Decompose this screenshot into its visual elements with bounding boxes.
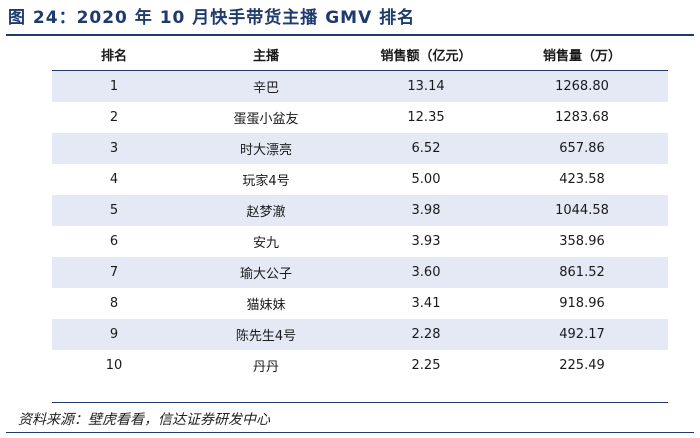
cell-sales-amount: 6.52 [411,141,441,156]
cell-streamer: 辛巴 [252,81,279,96]
table-row: 5 赵梦澈 3.98 1044.58 [52,195,668,226]
source-note: 资料来源：壁虎看看，信达证券研发中心 [18,412,270,428]
table-row: 2 蛋蛋小盆友 12.35 1283.68 [52,102,668,133]
cell-rank: 4 [109,172,119,187]
cell-sales-amount: 3.93 [411,234,441,249]
cell-sales-volume: 225.49 [559,358,605,373]
table-row: 9 陈先生4号 2.28 492.17 [52,319,668,350]
cell-streamer: 赵梦澈 [246,205,286,220]
table-row: 7 瑜大公子 3.60 861.52 [52,257,668,288]
table-row: 1 辛巴 13.14 1268.80 [52,71,668,102]
footer-rule [6,432,694,433]
cell-streamer: 安九 [252,236,279,251]
cell-sales-volume: 918.96 [559,296,605,311]
cell-rank: 8 [109,296,119,311]
cell-sales-volume: 358.96 [559,234,605,249]
table-row: 10 丹丹 2.25 225.49 [52,350,668,381]
cell-streamer: 陈先生4号 [235,329,297,344]
cell-rank: 10 [105,358,123,373]
cell-sales-volume: 657.86 [559,141,605,156]
cell-streamer: 蛋蛋小盆友 [233,112,299,127]
cell-sales-amount: 2.28 [411,327,441,342]
table-bottom-rule [52,402,668,403]
cell-sales-volume: 1268.80 [555,79,609,94]
header-sales-amount: 销售额（亿元） [380,48,472,64]
table-header-row: 排名 主播 销售额（亿元） 销售量（万） [52,38,668,71]
cell-sales-amount: 3.98 [411,203,441,218]
header-streamer: 主播 [252,48,279,64]
cell-sales-volume: 861.52 [559,265,605,280]
table-row: 4 玩家4号 5.00 423.58 [52,164,668,195]
title-rule [6,34,694,36]
cell-sales-volume: 1283.68 [555,110,609,125]
header-sales-volume: 销售量（万） [542,48,621,64]
cell-sales-volume: 1044.58 [555,203,609,218]
cell-rank: 2 [109,110,119,125]
cell-sales-amount: 3.41 [411,296,441,311]
cell-sales-amount: 5.00 [411,172,441,187]
cell-sales-volume: 492.17 [559,327,605,342]
table-row: 3 时大漂亮 6.52 657.86 [52,133,668,164]
table-row: 6 安九 3.93 358.96 [52,226,668,257]
cell-streamer: 丹丹 [252,360,279,375]
cell-streamer: 猫妹妹 [246,298,286,313]
cell-sales-amount: 13.14 [407,79,445,94]
cell-sales-amount: 12.35 [407,110,445,125]
cell-rank: 7 [109,265,119,280]
cell-sales-amount: 2.25 [411,358,441,373]
cell-sales-amount: 3.60 [411,265,441,280]
table-row: 8 猫妹妹 3.41 918.96 [52,288,668,319]
header-rank: 排名 [100,48,127,64]
cell-rank: 3 [109,141,119,156]
cell-streamer: 玩家4号 [242,174,290,189]
cell-rank: 5 [109,203,119,218]
ranking-table: 排名 主播 销售额（亿元） 销售量（万） 1 辛巴 13.14 1268.80 … [52,38,668,381]
cell-rank: 6 [109,234,119,249]
cell-rank: 9 [109,327,119,342]
cell-rank: 1 [109,79,119,94]
cell-streamer: 时大漂亮 [239,143,292,158]
figure-title: 图 24：2020 年 10 月快手带货主播 GMV 排名 [8,8,416,28]
cell-streamer: 瑜大公子 [239,267,292,282]
cell-sales-volume: 423.58 [559,172,605,187]
